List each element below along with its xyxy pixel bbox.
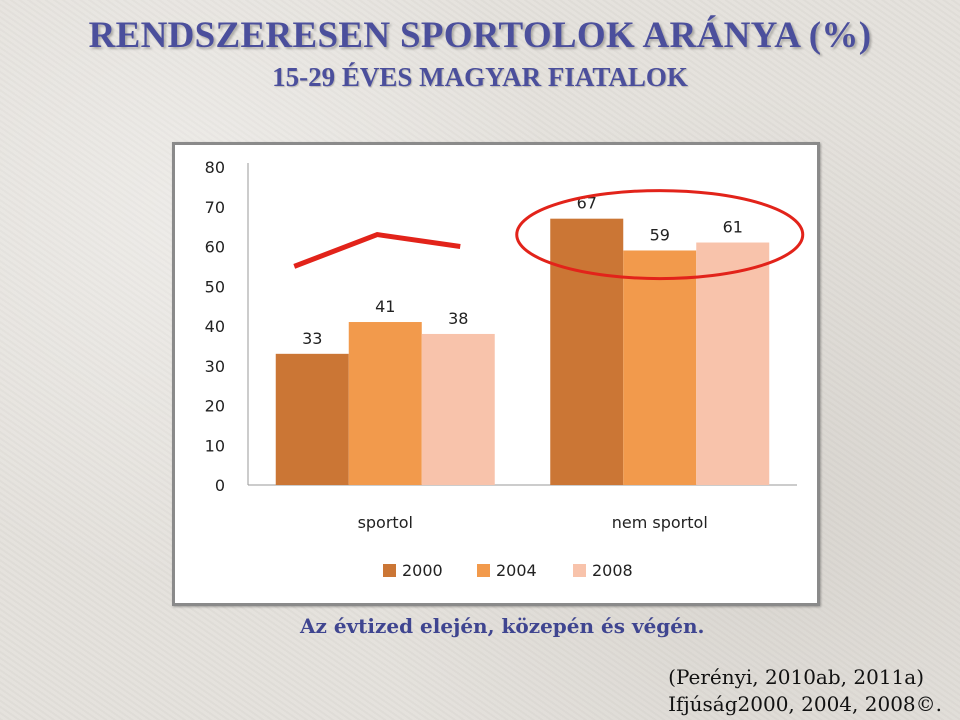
legend-label: 2004: [496, 561, 537, 580]
data-label: 61: [723, 218, 743, 237]
bar: [275, 353, 349, 485]
x-tick-label: nem sportol: [612, 513, 708, 532]
y-tick-label: 50: [205, 277, 225, 296]
y-tick-label: 10: [205, 436, 225, 455]
chart-panel: 0 10 20 30 40 50 60 70 80 33 41 38 sportol 67 59 61 nem …: [172, 142, 820, 606]
legend-label: 2008: [592, 561, 633, 580]
highlight-ellipse: [515, 189, 805, 281]
caption-text: Az évtized elején, közepén és végén.: [300, 614, 705, 638]
source-citation: (Perényi, 2010ab, 2011a) Ifjúság2000, 20…: [668, 664, 942, 718]
data-label: 38: [448, 309, 468, 328]
source-line-1: (Perényi, 2010ab, 2011a): [668, 665, 924, 689]
y-tick-label: 20: [205, 397, 225, 416]
data-label: 41: [375, 297, 395, 316]
bar: [550, 218, 624, 486]
slide-title: RENDSZERESEN SPORTOLOK ARÁNYA (%): [88, 15, 872, 56]
bar: [348, 322, 422, 485]
bar: [421, 333, 495, 485]
y-tick-label: 70: [205, 198, 225, 217]
y-tick-label: 0: [215, 476, 225, 495]
y-tick-label: 80: [205, 158, 225, 177]
slide-subtitle: 15-29 ÉVES MAGYAR FIATALOK: [272, 62, 688, 92]
y-tick-label: 60: [205, 238, 225, 257]
legend-label: 2000: [402, 561, 443, 580]
bar: [696, 242, 770, 485]
legend-swatch: [383, 564, 396, 577]
source-line-2: Ifjúság2000, 2004, 2008©.: [668, 692, 942, 716]
trend-annotation-line: [293, 232, 461, 269]
legend-swatch: [573, 564, 586, 577]
data-label: 33: [302, 329, 322, 348]
data-label: 59: [650, 225, 670, 244]
bar: [623, 250, 697, 485]
legend-swatch: [477, 564, 490, 577]
x-tick-label: sportol: [358, 513, 413, 532]
y-tick-label: 40: [205, 317, 225, 336]
y-tick-label: 30: [205, 357, 225, 376]
